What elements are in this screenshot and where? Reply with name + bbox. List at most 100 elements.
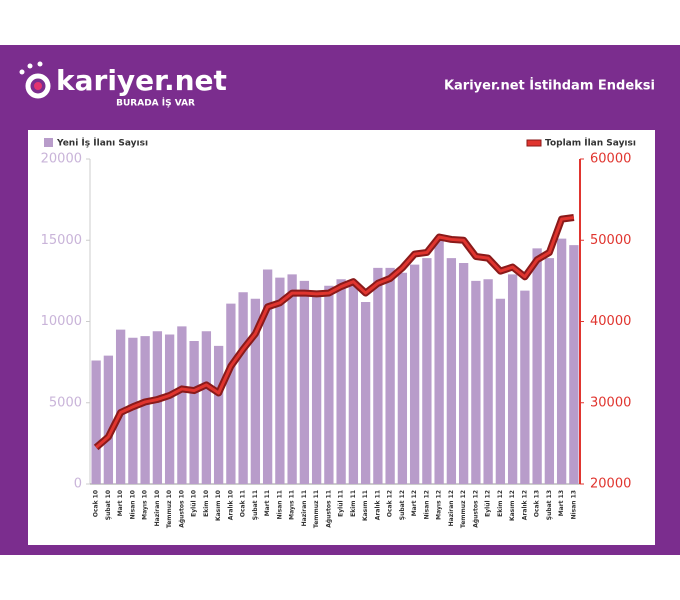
x-tick-label: Ekim 11 — [350, 490, 357, 517]
x-tick-label: Aralık 10 — [227, 490, 234, 520]
bar — [458, 263, 469, 484]
y-tick-label: 15000 — [41, 233, 82, 248]
x-tick-label: Ekim 12 — [497, 490, 504, 517]
chart-title: Kariyer.net İstihdam Endeksi — [444, 78, 655, 94]
y2-tick-label: 40000 — [590, 314, 631, 329]
y-tick-label: 0 — [74, 477, 82, 492]
x-tick-label: Haziran 11 — [301, 490, 308, 526]
x-tick-label: Şubat 11 — [252, 490, 259, 520]
y-tick-label: 10000 — [41, 314, 82, 329]
y2-tick-label: 60000 — [590, 152, 631, 167]
x-tick-label: Mart 11 — [264, 490, 271, 516]
x-tick-label: Ocak 11 — [240, 490, 247, 517]
line — [95, 216, 575, 449]
x-tick-label: Şubat 13 — [546, 490, 553, 520]
bar — [422, 258, 432, 484]
y-tick-label: 20000 — [41, 152, 82, 167]
x-tick-label: Ekim 10 — [203, 490, 210, 517]
legend-swatch — [44, 138, 53, 147]
bar — [250, 298, 261, 484]
bar — [91, 360, 101, 484]
y2-tick-label: 30000 — [590, 395, 631, 410]
x-tick-label: Ağustos 10 — [178, 490, 185, 528]
x-tick-label: Aralık 11 — [374, 490, 381, 520]
legend-swatch — [526, 139, 542, 147]
x-tick-label: Şubat 10 — [105, 490, 112, 520]
bar — [311, 293, 322, 484]
x-tick-label: Nisan 11 — [276, 490, 283, 519]
bar — [128, 337, 138, 484]
x-tick-label: Mart 13 — [558, 490, 565, 516]
bar — [213, 345, 224, 484]
x-tick-label: Ocak 10 — [93, 490, 100, 517]
x-tick-label: Ağustos 11 — [325, 490, 332, 528]
bar — [189, 341, 199, 484]
bar — [201, 331, 212, 484]
bar — [275, 277, 285, 484]
x-tick-label: Eylül 12 — [485, 490, 492, 517]
x-tick-label: Eylül 11 — [338, 490, 345, 517]
legend-label: Yeni İş İlanı Sayısı — [56, 138, 148, 149]
x-tick-label: Nisan 12 — [423, 490, 430, 519]
bar — [348, 284, 359, 484]
x-tick-label: Ocak 12 — [387, 490, 394, 517]
bar — [373, 267, 383, 484]
x-tick-label: Nisan 13 — [570, 490, 577, 519]
x-tick-label: Temmuz 11 — [313, 490, 320, 528]
x-tick-label: Mart 12 — [411, 490, 418, 516]
bar — [152, 331, 163, 484]
x-tick-label: Mayıs 11 — [289, 490, 296, 520]
y-tick-label: 5000 — [49, 395, 82, 410]
bar — [336, 279, 346, 484]
x-tick-label: Haziran 12 — [448, 490, 455, 526]
bar — [495, 298, 506, 484]
x-tick-label: Haziran 10 — [154, 490, 161, 526]
y2-tick-label: 50000 — [590, 233, 631, 248]
bar — [238, 292, 248, 484]
bar — [483, 279, 493, 484]
bar — [103, 355, 114, 484]
bar — [177, 326, 187, 484]
bar — [324, 285, 334, 484]
logo-icon — [19, 61, 51, 99]
bar — [532, 248, 542, 484]
bar — [507, 274, 518, 484]
bar — [397, 272, 408, 484]
brand-tagline: BURADA İŞ VAR — [116, 98, 195, 109]
x-tick-label: Mayıs 12 — [436, 490, 443, 520]
bar — [262, 269, 273, 484]
bar — [164, 334, 175, 484]
brand-name: kariyer.net — [56, 64, 227, 97]
x-tick-label: Eylül 10 — [191, 490, 198, 517]
bar — [287, 274, 297, 484]
bar — [471, 280, 481, 484]
bar — [569, 245, 579, 484]
bar — [544, 258, 555, 484]
x-tick-label: Kasım 12 — [509, 490, 516, 521]
x-tick-label: Temmuz 10 — [166, 490, 173, 528]
x-tick-label: Kasım 10 — [215, 490, 222, 521]
x-tick-label: Ağustos 12 — [472, 490, 479, 528]
bar — [409, 264, 420, 484]
bar — [115, 329, 126, 484]
bar — [226, 303, 236, 484]
y2-tick-label: 20000 — [590, 477, 631, 492]
bar — [299, 280, 310, 484]
x-tick-label: Şubat 12 — [399, 490, 406, 520]
bar — [140, 336, 150, 484]
x-tick-label: Nisan 10 — [129, 490, 136, 519]
bar — [520, 290, 530, 484]
x-tick-label: Aralık 12 — [521, 490, 528, 520]
bar — [385, 267, 395, 484]
x-tick-label: Ocak 13 — [534, 490, 541, 517]
x-tick-label: Mayıs 10 — [142, 490, 149, 520]
x-tick-label: Mart 10 — [117, 490, 124, 516]
legend-label: Toplam İlan Sayısı — [545, 138, 636, 149]
x-tick-label: Kasım 11 — [362, 490, 369, 521]
x-tick-label: Temmuz 12 — [460, 490, 467, 528]
bar — [434, 237, 444, 484]
bar — [446, 258, 457, 484]
bar — [360, 302, 371, 484]
bar — [556, 238, 567, 484]
